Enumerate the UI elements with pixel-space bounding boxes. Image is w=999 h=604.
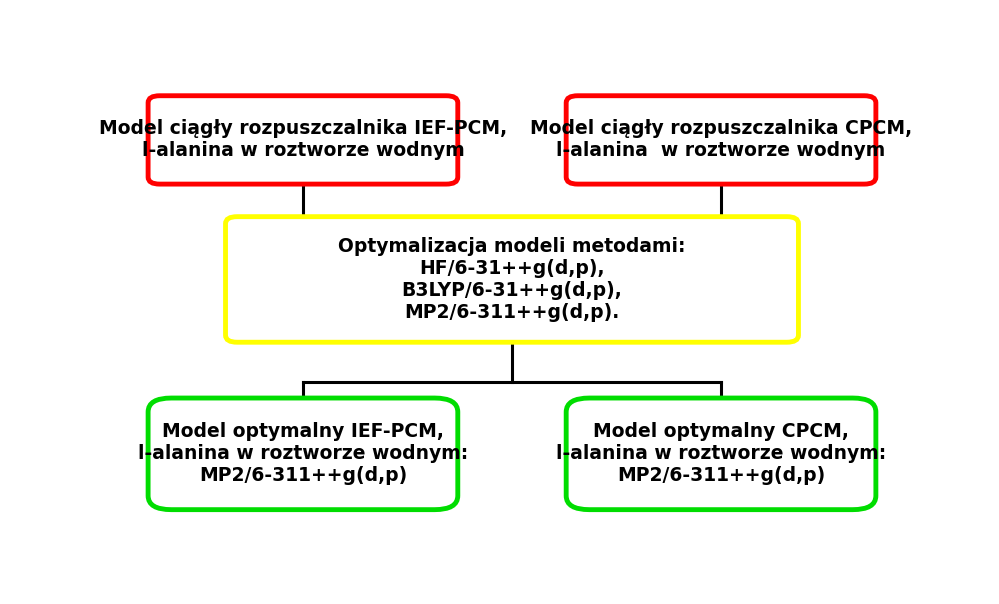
Text: Model optymalny CPCM,
l-alanina w roztworze wodnym:
MP2/6-311++g(d,p): Model optymalny CPCM, l-alanina w roztwo…	[555, 422, 886, 486]
FancyBboxPatch shape	[148, 96, 458, 184]
FancyBboxPatch shape	[566, 96, 876, 184]
FancyBboxPatch shape	[566, 398, 876, 510]
FancyBboxPatch shape	[226, 217, 798, 342]
Text: Model ciągły rozpuszczalnika CPCM,
l-alanina  w roztworze wodnym: Model ciągły rozpuszczalnika CPCM, l-ala…	[529, 120, 912, 161]
Text: Optymalizacja modeli metodami:
HF/6-31++g(d,p),
B3LYP/6-31++g(d,p),
MP2/6-311++g: Optymalizacja modeli metodami: HF/6-31++…	[339, 237, 685, 322]
Text: Model ciągły rozpuszczalnika IEF-PCM,
l-alanina w roztworze wodnym: Model ciągły rozpuszczalnika IEF-PCM, l-…	[99, 120, 507, 161]
FancyBboxPatch shape	[148, 398, 458, 510]
Text: Model optymalny IEF-PCM,
l-alanina w roztworze wodnym:
MP2/6-311++g(d,p): Model optymalny IEF-PCM, l-alanina w roz…	[138, 422, 469, 486]
